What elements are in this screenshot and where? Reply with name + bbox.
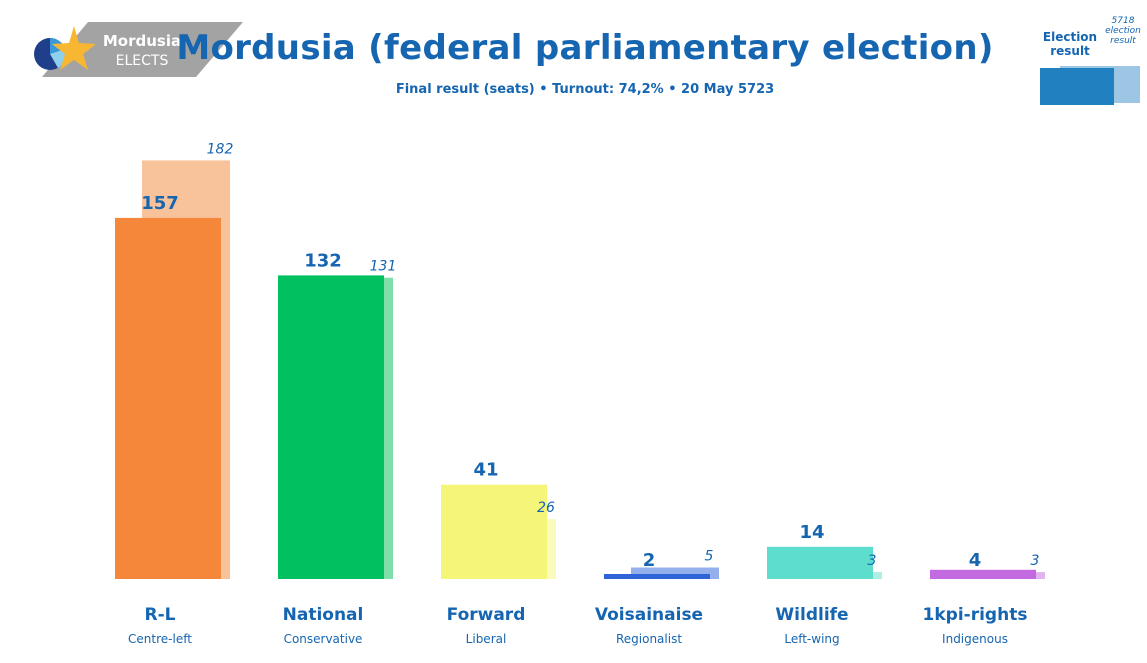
current-value-label: 2 (643, 550, 656, 571)
current-value-label: 4 (969, 550, 982, 571)
current-result-bar (115, 217, 221, 579)
category-sublabel: Centre-left (128, 632, 192, 646)
legend-current-swatch (1040, 68, 1114, 105)
legend: Election result 5718 election result (1030, 12, 1145, 107)
legend-current-label: Election result (1042, 30, 1098, 58)
mordusia-elects-logo: Mordusia ELECTS (34, 22, 243, 77)
category-label: Voisainaise (595, 605, 703, 625)
chart-subtitle: Final result (seats) • Turnout: 74,2% • … (395, 82, 775, 97)
logo-star-icon (52, 26, 96, 70)
current-value-label: 14 (799, 522, 824, 543)
previous-result-bar (631, 567, 719, 579)
current-result-bar (930, 569, 1036, 579)
current-value-label: 41 (473, 460, 498, 481)
logo-line2: ELECTS (116, 53, 169, 69)
current-result-bar (767, 546, 873, 579)
logo-line1: Mordusia (103, 32, 181, 50)
current-result-bar (604, 574, 710, 579)
category-label: Wildlife (775, 605, 848, 625)
category-sublabel: Conservative (284, 632, 363, 646)
logo-banner (42, 22, 243, 77)
legend-previous-label: 5718 election result (1105, 16, 1141, 46)
previous-value-label: 131 (370, 259, 397, 275)
previous-value-label: 3 (868, 553, 877, 569)
current-value-label: 157 (141, 193, 179, 214)
previous-value-label: 5 (705, 549, 714, 565)
chart-title: Mordusia (federal parliamentary election… (176, 28, 994, 68)
category-sublabel: Left-wing (784, 632, 839, 646)
category-sublabel: Regionalist (616, 632, 682, 646)
previous-value-label: 3 (1031, 553, 1040, 569)
category-sublabel: Indigenous (942, 632, 1008, 646)
previous-value-label: 26 (537, 500, 555, 516)
category-label: 1kpi-rights (923, 605, 1028, 625)
category-label: National (283, 605, 364, 625)
category-sublabel: Liberal (466, 632, 507, 646)
current-value-label: 132 (304, 250, 342, 271)
current-result-bar (441, 484, 547, 579)
current-result-bar (278, 275, 384, 579)
category-label: R-L (145, 605, 176, 625)
category-label: Forward (447, 605, 526, 625)
previous-value-label: 182 (207, 141, 234, 157)
